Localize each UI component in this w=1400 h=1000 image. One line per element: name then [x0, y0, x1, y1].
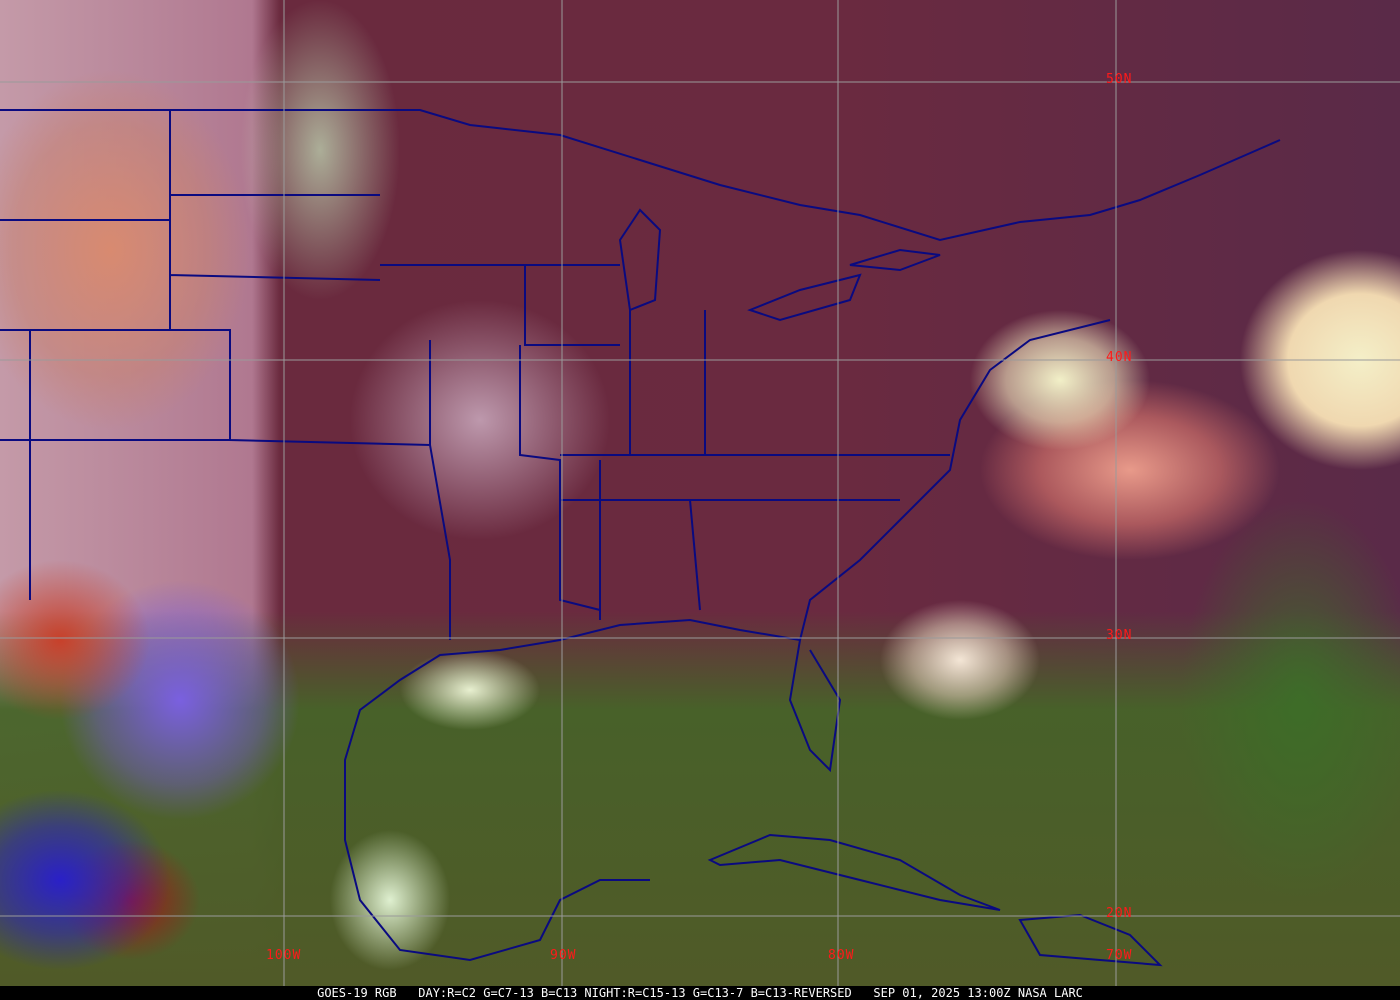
lat-label: 50N — [1106, 72, 1133, 87]
state-lines — [0, 110, 950, 640]
lat-label: 20N — [1106, 906, 1133, 921]
image-caption: GOES-19 RGB DAY:R=C2 G=C7-13 B=C13 NIGHT… — [0, 986, 1400, 1000]
lat-label: 30N — [1106, 628, 1133, 643]
lon-label: 90W — [550, 948, 577, 963]
lat-label: 40N — [1106, 350, 1133, 365]
us-canada-border — [0, 109, 1281, 242]
cuba — [707, 833, 1001, 911]
lon-label: 80W — [828, 948, 855, 963]
east-coast — [788, 319, 1111, 773]
great-lakes — [618, 208, 941, 322]
gulf-coast — [344, 618, 801, 962]
hispaniola — [1018, 913, 1163, 967]
lon-label: 100W — [266, 948, 302, 963]
lon-label: 70W — [1106, 948, 1133, 963]
